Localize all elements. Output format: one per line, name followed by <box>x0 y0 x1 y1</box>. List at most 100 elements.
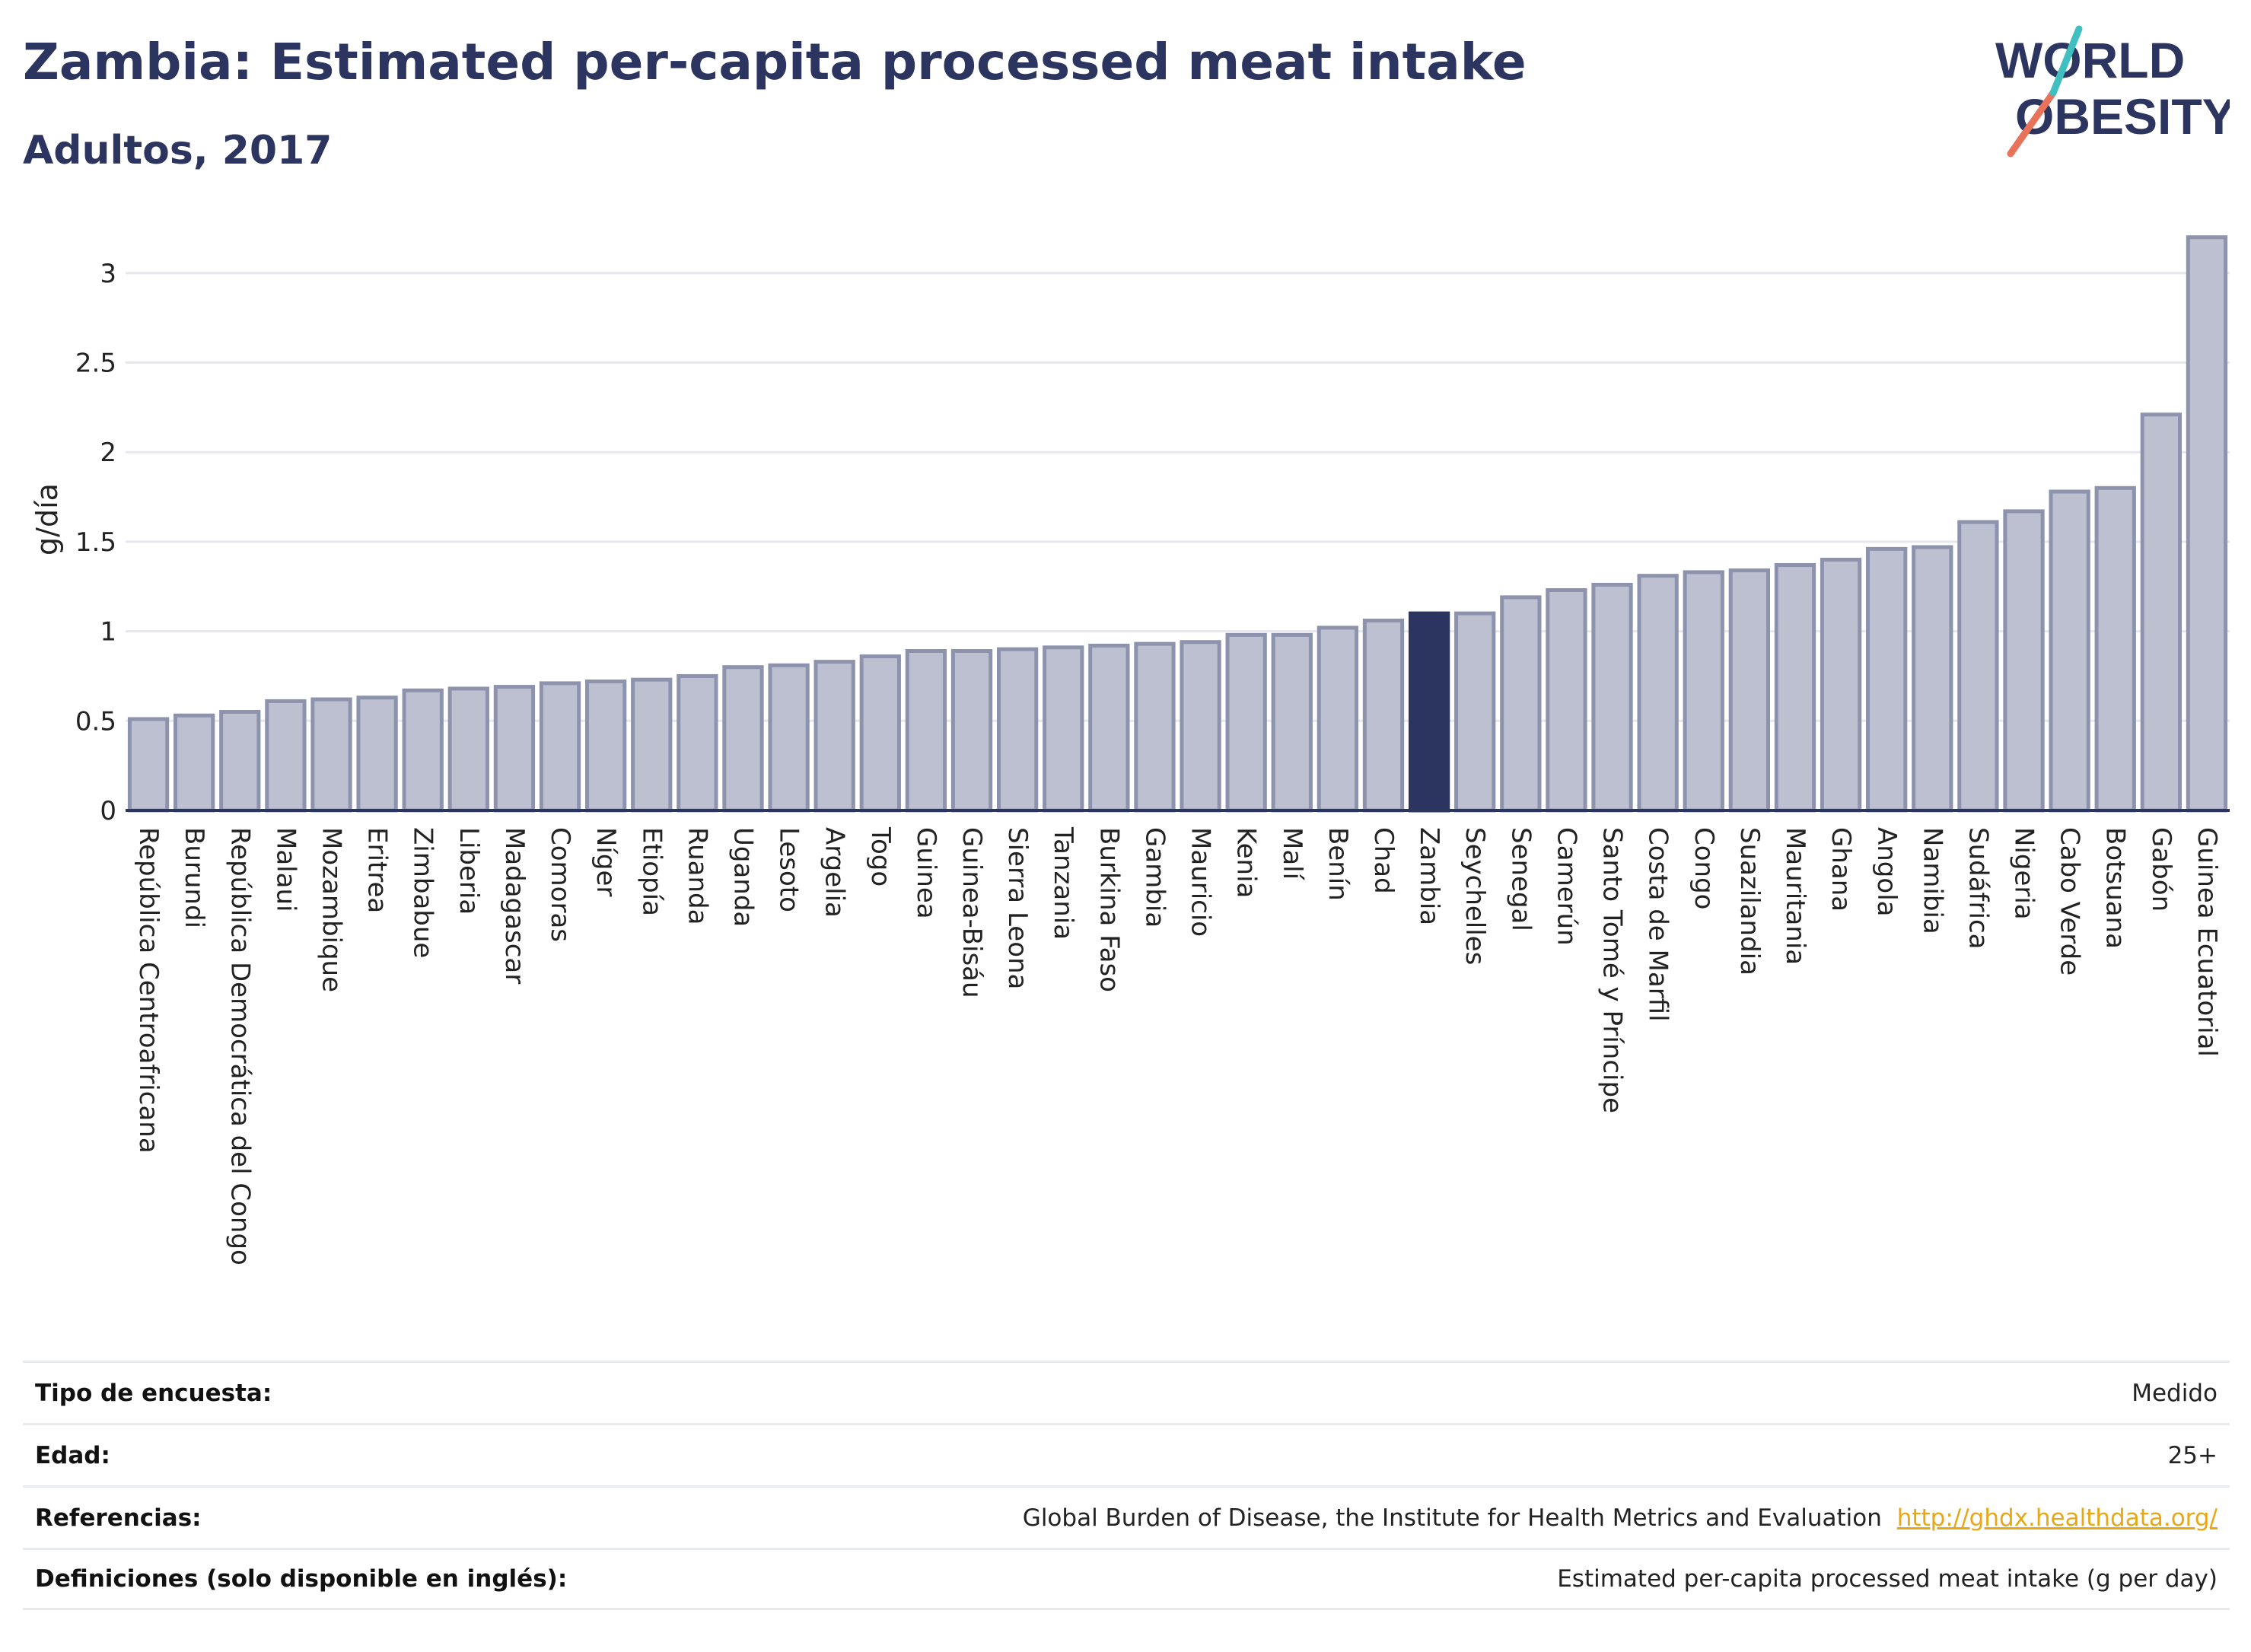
x-tick-label: Lesoto <box>774 827 804 912</box>
info-table: Tipo de encuesta: Medido Edad: 25+ Refer… <box>23 1361 2230 1610</box>
x-tick-label: Eritrea <box>362 827 393 913</box>
bar <box>631 677 673 813</box>
bar <box>2049 489 2090 813</box>
bar <box>1866 546 1908 813</box>
bar-chart: 0 0.5 1 1.5 2 2.5 3 g/día República Centroafrica… <box>30 235 2230 1265</box>
x-tick-label: Kenia <box>1231 827 1262 898</box>
bar <box>1683 570 1724 813</box>
y-tick-label: 1.5 <box>75 527 116 558</box>
bar <box>493 685 536 813</box>
world-obesity-logo: WORLD OBESITY <box>1995 25 2230 158</box>
x-tick-label: Suazilandia <box>1734 827 1765 976</box>
y-tick-label: 1 <box>100 617 116 648</box>
x-tick-label: Sierra Leona <box>1002 827 1033 989</box>
x-tick-label: Botsuana <box>2100 827 2131 949</box>
y-tick-label: 0 <box>100 796 116 826</box>
x-tick-label: Togo <box>865 826 896 886</box>
x-tick-label: Burkina Faso <box>1094 827 1124 992</box>
bar <box>1774 563 1816 813</box>
bar <box>310 697 352 813</box>
bar <box>1271 632 1313 813</box>
info-value: Medido <box>2132 1379 2218 1407</box>
bar <box>265 699 307 813</box>
bar <box>219 710 261 813</box>
y-tick-label: 2 <box>100 438 116 468</box>
bar <box>1408 611 1450 813</box>
bar <box>859 654 901 813</box>
y-tick-label: 3 <box>100 259 116 289</box>
bar <box>677 673 718 813</box>
bar <box>1043 645 1084 813</box>
x-tick-label: Sudáfrica <box>1963 827 1993 949</box>
x-tick-label: Ruanda <box>682 827 712 925</box>
x-tick-label: Ghana <box>1826 827 1856 912</box>
info-row-survey-type: Tipo de encuesta: Medido <box>23 1361 2230 1423</box>
bar <box>1454 611 1496 813</box>
bar <box>1225 632 1267 813</box>
bar <box>539 681 581 813</box>
info-label: Definiciones (solo disponible en inglés)… <box>35 1565 568 1593</box>
x-tick-label: Liberia <box>454 827 484 915</box>
bar <box>1134 641 1176 813</box>
x-tick-label: Mozambique <box>316 827 346 992</box>
info-label: Tipo de encuesta: <box>35 1379 272 1407</box>
x-tick-label: Tanzania <box>1048 826 1078 940</box>
bar <box>1591 582 1633 813</box>
bar <box>402 688 444 813</box>
x-tick-label: Madagascar <box>499 827 530 984</box>
bar <box>722 665 764 813</box>
bar <box>768 663 810 813</box>
x-tick-label: Seychelles <box>1460 827 1490 965</box>
info-label: Referencias: <box>35 1504 202 1532</box>
bar <box>584 680 627 813</box>
chart-subtitle: Adultos, 2017 <box>23 128 333 173</box>
bar <box>1088 643 1130 813</box>
x-tick-label: Malí <box>1277 827 1307 881</box>
chart-title: Zambia: Estimated per-capita processed m… <box>23 33 1527 91</box>
x-tick-label: Camerún <box>1551 827 1581 946</box>
x-tick-label: Uganda <box>728 827 758 927</box>
bar <box>2186 235 2228 813</box>
x-tick-label: Etiopía <box>636 827 667 916</box>
x-tick-label: Guinea <box>911 827 941 919</box>
x-tick-label: Namibia <box>1917 827 1947 934</box>
logo-slash-teal <box>2049 25 2083 97</box>
reference-link[interactable]: http://ghdx.healthdata.org/ <box>1896 1504 2218 1532</box>
x-tick-label: Zambia <box>1414 827 1444 925</box>
x-tick-label: República Centroafricana <box>133 827 164 1154</box>
bar <box>1820 557 1862 813</box>
x-tick-label: Cabo Verde <box>2055 827 2085 976</box>
info-row-references: Referencias: Global Burden of Disease, t… <box>23 1485 2230 1548</box>
x-tick-label: Gambia <box>1139 827 1170 928</box>
x-tick-label: Gabón <box>2146 827 2176 912</box>
x-tick-label: República Democrática del Congo <box>224 827 255 1265</box>
bar <box>447 686 489 813</box>
bar <box>1637 574 1679 813</box>
x-tick-label: Santo Tomé y Príncipe <box>1597 827 1628 1113</box>
x-tick-label: Guinea-Bisáu <box>957 827 987 998</box>
bar <box>1957 520 1999 813</box>
bar <box>905 649 947 813</box>
info-value-wrap: Global Burden of Disease, the Institute … <box>1023 1504 2218 1532</box>
x-tick-label: Costa de Marfil <box>1643 827 1673 1022</box>
bar <box>996 647 1039 813</box>
bar <box>2003 509 2045 813</box>
bar <box>2094 485 2136 813</box>
x-tick-label: Argelia <box>820 827 850 918</box>
info-value: Estimated per-capita processed meat inta… <box>1557 1565 2218 1593</box>
info-row-age: Edad: 25+ <box>23 1423 2230 1485</box>
logo-line1: WORLD <box>1995 32 2185 88</box>
x-tick-label: Mauricio <box>1186 827 1216 937</box>
bar <box>356 695 398 813</box>
x-tick-label: Chad <box>1368 827 1399 894</box>
bar <box>950 649 993 813</box>
bar <box>1317 625 1359 813</box>
bar <box>174 713 215 813</box>
x-tick-label: Zimbabue <box>408 827 438 958</box>
info-value: Global Burden of Disease, the Institute … <box>1022 1504 1882 1532</box>
logo-slash-red <box>2007 89 2057 158</box>
x-tick-label: Benín <box>1323 827 1353 901</box>
bar <box>813 660 855 813</box>
x-tick-label: Malaui <box>270 827 301 912</box>
y-tick-label: 2.5 <box>75 349 116 379</box>
